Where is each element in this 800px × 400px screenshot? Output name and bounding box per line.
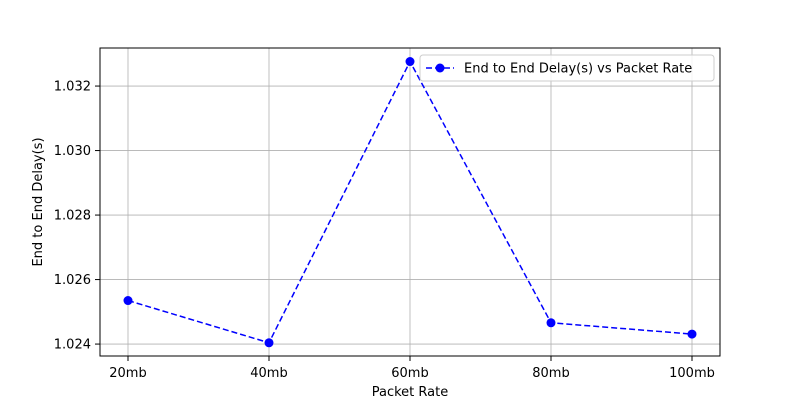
- grid-layer: [100, 48, 720, 356]
- data-point: [264, 338, 274, 348]
- x-tick-label: 100mb: [669, 366, 715, 381]
- x-axis-label: Packet Rate: [372, 385, 448, 400]
- ticks-layer: 20mb 40mb 60mb 80mb 100mb 1.024 1.026 1.028 1.03…: [54, 80, 715, 381]
- y-tick-label: 1.032: [54, 80, 91, 95]
- legend-marker-sample: [435, 63, 445, 73]
- data-point: [687, 329, 697, 339]
- y-tick-label: 1.026: [54, 273, 91, 288]
- y-tick-label: 1.030: [54, 144, 91, 159]
- series-layer: [123, 57, 697, 348]
- data-point: [405, 57, 415, 67]
- legend-box: [419, 54, 715, 82]
- x-tick-label: 40mb: [250, 366, 287, 381]
- legend: End to End Delay(s) vs Packet Rate: [419, 54, 715, 82]
- x-tick-label: 80mb: [532, 366, 569, 381]
- x-tick-label: 60mb: [391, 366, 428, 381]
- y-tick-label: 1.028: [54, 209, 91, 224]
- data-point: [123, 296, 133, 306]
- data-point: [546, 318, 556, 328]
- legend-label: End to End Delay(s) vs Packet Rate: [464, 62, 692, 77]
- y-axis-label: End to End Delay(s): [31, 137, 46, 266]
- y-tick-label: 1.024: [54, 338, 91, 353]
- x-tick-label: 20mb: [109, 366, 146, 381]
- plot-frame: [99, 47, 721, 357]
